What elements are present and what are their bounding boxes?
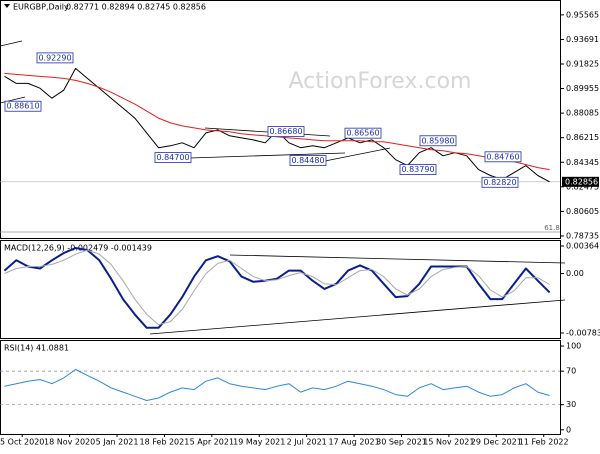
y-tick-label: 30 [566,400,576,409]
level-label: 0.84760 [486,152,519,161]
y-tick-label: 0.95565 [566,10,599,19]
trendline [204,127,331,137]
y-tick-label: 0 [566,425,571,434]
y-tick-label: 0.003641 [566,241,600,250]
level-box [399,164,437,175]
x-tick-label: 5 Jan 2021 [96,438,139,447]
level-label: 0.86680 [269,127,302,136]
fib-label: 61.8 [544,224,560,232]
y-tick-label: 0.88085 [566,109,599,118]
x-tick-label: 2 Jul 2021 [287,438,327,447]
series-line [4,369,550,401]
macd-panel [0,240,561,339]
y-tick-label: 0.93691 [566,35,599,44]
x-tick-label: 11 Feb 2022 [519,438,569,447]
x-tick-label: 5 Oct 2020 [0,438,44,447]
level-label: 0.86560 [346,129,379,138]
x-tick-label: 18 Nov 2020 [44,438,95,447]
chart-title: EURGBP,Daily [13,3,69,12]
y-tick-label: 0.86215 [566,133,599,142]
x-tick-label: 15 Nov 2021 [423,438,474,447]
series-line [3,247,551,329]
x-tick-label: 17 Aug 2021 [328,438,379,447]
last-price-box [562,176,599,187]
menu-arrow [4,4,10,8]
x-tick-label: 5 Apr 2021 [190,438,234,447]
chart-subtitle: 0.82771 0.82894 0.82745 0.82856 [66,3,206,12]
level-label: 0.84480 [291,156,324,165]
level-box [36,52,74,64]
rsi-panel [0,340,561,435]
price-panel [0,0,561,239]
y-tick-label: 0.78735 [566,231,599,240]
level-label: 0.85980 [421,136,454,145]
y-tick-label: 0.80605 [566,207,599,216]
trendline [149,299,566,335]
y-tick-label: 0.89955 [566,84,599,93]
y-tick-label: 70 [566,367,576,376]
y-tick-label: 0.91825 [566,59,599,68]
level-box [344,127,382,139]
y-tick-label: -0.007839 [566,328,600,337]
trendline [189,152,346,159]
level-label: 0.83790 [401,165,434,174]
x-tick-label: 29 Dec 2021 [471,438,522,447]
y-tick-label: 0.82475 [566,182,599,191]
level-label: 0.92290 [38,53,71,62]
level-label: 0.84700 [156,153,189,162]
trendline [319,147,391,163]
rsi-title: RSI(14) 41.0881 [4,344,69,353]
watermark: ActionForex.com [289,69,472,94]
y-tick-label: 0.84345 [566,158,599,167]
trendline [0,40,23,47]
level-box [419,135,457,147]
level-box [289,155,327,166]
level-box [481,176,519,188]
trendline [0,96,26,104]
x-tick-label: 30 Sep 2021 [376,438,427,447]
series-line [4,249,550,326]
y-tick-label: 0.00 [566,269,584,278]
level-label: 0.82820 [483,178,516,187]
y-tick-label: 100 [566,342,581,351]
trendline [229,254,566,264]
level-box [484,151,522,163]
x-tick-label: 18 Feb 2021 [140,438,190,447]
level-box [267,126,305,137]
last-price-label: 0.82856 [565,177,598,186]
level-box [154,152,192,163]
level-box [4,100,42,112]
x-tick-label: 19 May 2021 [233,438,285,447]
level-label: 0.88610 [6,102,39,111]
